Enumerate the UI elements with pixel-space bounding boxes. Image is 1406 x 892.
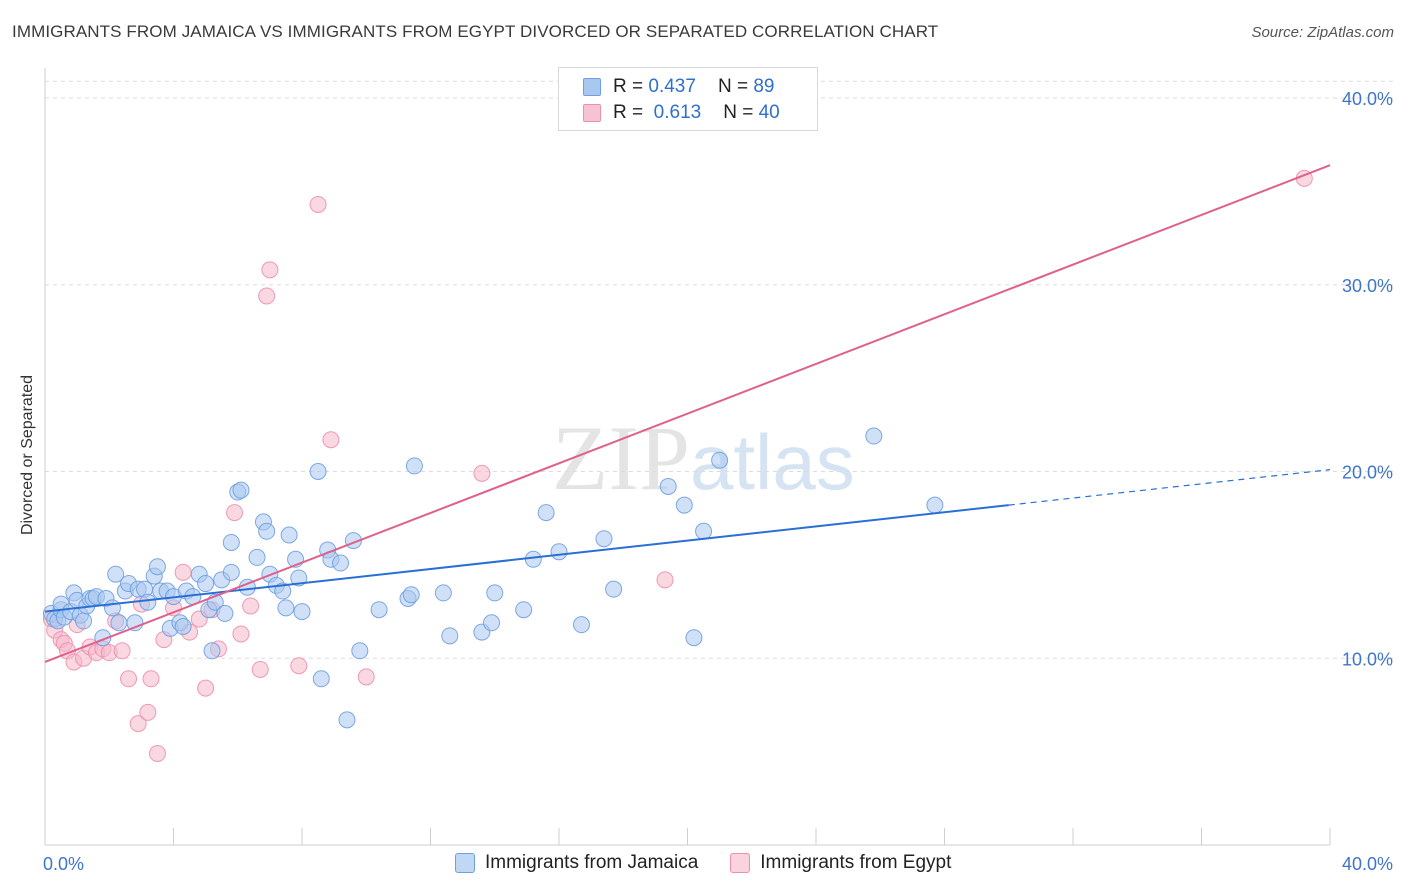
legend-r-label: R = xyxy=(613,102,644,123)
jamaica-point xyxy=(675,496,693,514)
jamaica-point xyxy=(685,629,703,647)
legend-n-value: 89 xyxy=(753,76,775,97)
jamaica-point xyxy=(174,618,192,636)
jamaica-point xyxy=(434,584,452,602)
legend-n-label: N = xyxy=(717,76,749,97)
legend-n-value: 40 xyxy=(758,102,780,123)
legend-row-jamaica: R = 0.437 N = 89 xyxy=(583,75,774,99)
jamaica-point xyxy=(486,584,504,602)
source-label: Source: ZipAtlas.com xyxy=(1251,24,1394,41)
egypt-point xyxy=(357,668,375,686)
jamaica-point xyxy=(865,427,883,445)
jamaica-point xyxy=(126,614,144,632)
jamaica-point xyxy=(248,548,266,566)
jamaica-point xyxy=(103,599,121,617)
jamaica-point xyxy=(537,504,555,522)
jamaica-point xyxy=(659,477,677,495)
jamaica-point xyxy=(605,580,623,598)
jamaica-point xyxy=(197,575,215,593)
jamaica-point xyxy=(351,642,369,660)
jamaica-trend-extension xyxy=(1008,469,1331,506)
egypt-point xyxy=(251,660,269,678)
jamaica-point xyxy=(312,670,330,688)
egypt-point xyxy=(120,670,138,688)
correlation-legend: R = 0.437 N = 89 R = 0.613 N = 40 xyxy=(558,67,818,131)
y-tick-label: 40.0% xyxy=(1342,89,1393,109)
chart-title: IMMIGRANTS FROM JAMAICA VS IMMIGRANTS FR… xyxy=(12,22,939,41)
legend-r-label: R = xyxy=(613,76,644,97)
egypt-point xyxy=(309,195,327,213)
egypt-point xyxy=(197,679,215,697)
jamaica-point xyxy=(338,711,356,729)
series-legend-egypt: Immigrants from Egypt xyxy=(730,852,951,874)
jamaica-point xyxy=(405,457,423,475)
jamaica-point xyxy=(515,601,533,619)
egypt-point xyxy=(258,287,276,305)
jamaica-swatch xyxy=(583,78,601,96)
egypt-swatch xyxy=(730,853,751,873)
jamaica-point xyxy=(293,603,311,621)
jamaica-swatch xyxy=(455,853,475,873)
egypt-point xyxy=(242,597,260,615)
egypt-point xyxy=(226,504,244,522)
egypt-point xyxy=(322,431,340,449)
jamaica-point xyxy=(274,582,292,600)
jamaica-point xyxy=(203,642,221,660)
egypt-point xyxy=(290,657,308,675)
series-legend: Immigrants from Jamaica Immigrants from … xyxy=(455,852,983,874)
series-legend-label: Immigrants from Jamaica xyxy=(485,852,699,873)
jamaica-point xyxy=(402,586,420,604)
jamaica-point xyxy=(148,558,166,576)
egypt-point xyxy=(139,703,157,721)
jamaica-point xyxy=(550,543,568,561)
legend-r-value: 0.613 xyxy=(653,102,702,123)
egypt-trend-line xyxy=(44,164,1331,663)
egypt-point xyxy=(129,715,147,733)
egypt-point xyxy=(113,642,131,660)
jamaica-point xyxy=(441,627,459,645)
legend-r-value: 0.437 xyxy=(648,76,696,97)
jamaica-point xyxy=(232,481,250,499)
jamaica-point xyxy=(926,496,944,514)
jamaica-point xyxy=(139,593,157,611)
jamaica-point xyxy=(107,565,125,583)
jamaica-point xyxy=(222,533,240,551)
jamaica-point xyxy=(280,526,298,544)
jamaica-point xyxy=(524,550,542,568)
x-tick-label: 0.0% xyxy=(43,854,84,874)
jamaica-point xyxy=(290,569,308,587)
y-tick-label: 20.0% xyxy=(1342,463,1393,483)
jamaica-point xyxy=(75,612,93,630)
legend-n-label: N = xyxy=(723,102,754,123)
egypt-point xyxy=(232,625,250,643)
jamaica-point xyxy=(110,614,128,632)
jamaica-point xyxy=(222,563,240,581)
egypt-point xyxy=(142,670,160,688)
jamaica-point xyxy=(483,614,501,632)
series-legend-label: Immigrants from Egypt xyxy=(760,852,952,873)
jamaica-trend-line xyxy=(44,504,1009,613)
y-tick-label: 30.0% xyxy=(1342,276,1393,296)
egypt-point xyxy=(473,464,491,482)
egypt-point xyxy=(261,261,279,279)
jamaica-point xyxy=(258,522,276,540)
egypt-point xyxy=(174,563,192,581)
series-legend-jamaica: Immigrants from Jamaica xyxy=(455,852,698,874)
egypt-point xyxy=(148,744,166,762)
jamaica-point xyxy=(332,554,350,572)
jamaica-point xyxy=(309,463,327,481)
jamaica-point xyxy=(595,530,613,548)
egypt-point xyxy=(656,571,674,589)
jamaica-point xyxy=(572,616,590,634)
jamaica-point xyxy=(370,601,388,619)
x-tick-label: 40.0% xyxy=(1342,854,1393,874)
jamaica-point xyxy=(711,451,729,469)
jamaica-point xyxy=(216,604,234,622)
jamaica-point xyxy=(695,522,713,540)
y-tick-label: 10.0% xyxy=(1342,649,1393,669)
legend-row-egypt: R = 0.613 N = 40 xyxy=(583,101,780,125)
egypt-swatch xyxy=(583,104,601,122)
jamaica-point xyxy=(277,599,295,617)
